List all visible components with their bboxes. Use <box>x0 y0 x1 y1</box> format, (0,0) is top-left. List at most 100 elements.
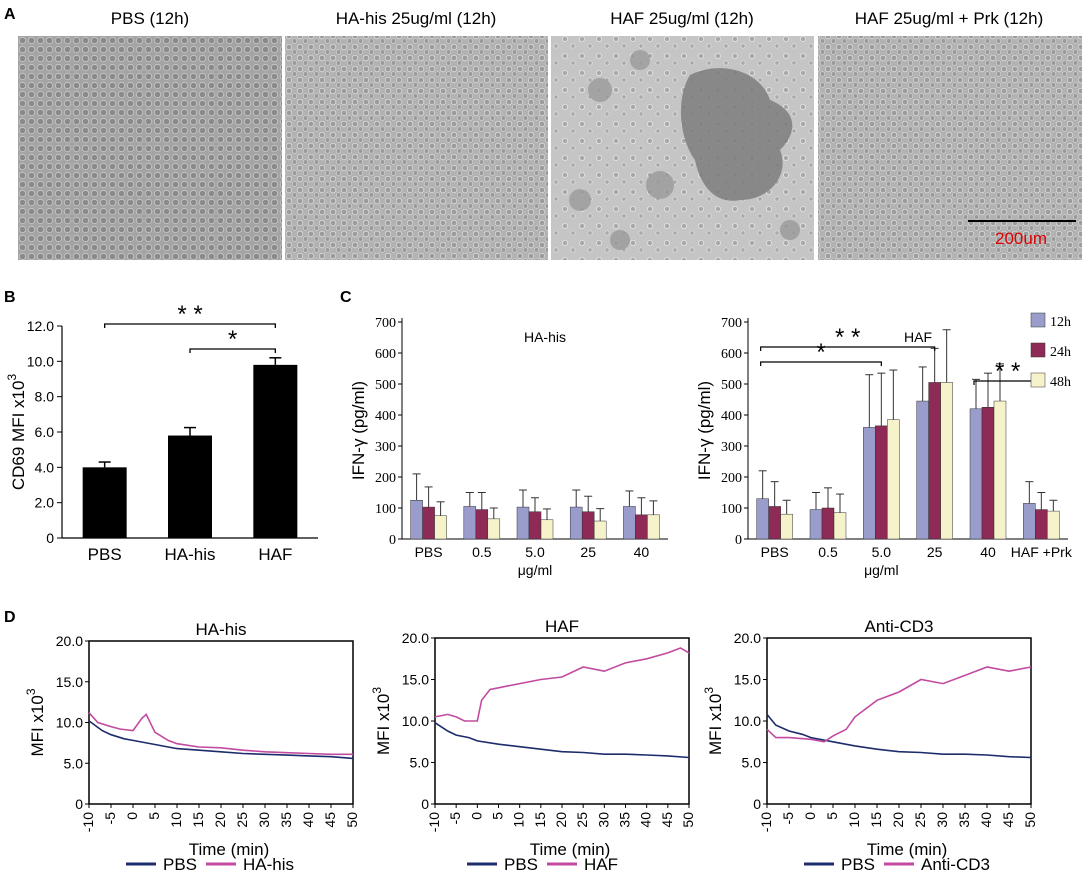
c2-x-tick-label: 5.0 <box>872 544 892 560</box>
c2-y-axis-label: IFN-γ (pg/ml) <box>695 381 714 480</box>
d3-plot-frame <box>766 637 1032 805</box>
b-y-tick-label: 0 <box>46 530 54 546</box>
d2-x-tick-label: 50 <box>680 812 696 828</box>
b-y-tick-label: 12.0 <box>27 318 54 334</box>
d1-series-pbs <box>88 720 354 760</box>
d3-legend-label-pbs: PBS <box>841 855 875 874</box>
d2-y-axis-label: MFI x103 <box>370 687 393 755</box>
d2-x-tick-label: 20 <box>553 812 569 828</box>
d2-x-tick-label: 45 <box>659 812 675 828</box>
d1-y-tick-label: 20.0 <box>56 633 83 649</box>
c2-bar-12h <box>756 498 769 540</box>
c2-y-tick-label: 400 <box>721 409 742 424</box>
d2-y-tick-label: 15.0 <box>402 672 429 688</box>
c2-bar-48h <box>940 382 953 540</box>
b-significance-bracket <box>189 348 276 353</box>
b-significance-mark: * * <box>177 301 202 328</box>
b-bar-haf <box>253 364 298 538</box>
c1-bar-48h <box>434 515 447 540</box>
d3-x-tick-label: 5 <box>824 812 840 820</box>
micrograph-title-haf-prk: HAF 25ug/ml + Prk (12h) <box>855 9 1044 28</box>
c2-bar-12h <box>809 509 823 540</box>
c2-bar-12h <box>969 408 983 540</box>
d1-x-tick-label: 0 <box>124 812 140 820</box>
d3-y-tick-label: 10.0 <box>734 713 761 729</box>
d2-y-tick-label: 20.0 <box>402 630 429 646</box>
c1-bar-48h <box>540 519 554 540</box>
c2-bar-48h <box>780 513 793 540</box>
c2-bar-24h <box>928 382 941 540</box>
d3-x-tick-label: 30 <box>934 812 950 828</box>
micrograph-haf <box>551 36 814 260</box>
c2-y-tick-label: 0 <box>735 533 742 548</box>
d2-y-tick-label: 5.0 <box>410 755 430 771</box>
micrograph-ha-his <box>285 36 548 260</box>
d2-x-tick-label: 25 <box>574 812 590 828</box>
d1-x-tick-label: 45 <box>322 812 338 828</box>
d1-x-tick-label: 20 <box>212 812 228 828</box>
c2-y-tick-label: 500 <box>721 378 742 393</box>
c1-y-axis-label: IFN-γ (pg/ml) <box>349 381 368 480</box>
c2-significance-mark: * <box>816 339 825 366</box>
d1-x-axis-label: Time (min) <box>189 840 270 859</box>
c2-x-axis-label: μg/ml <box>864 562 899 578</box>
d2-x-tick-label: 5 <box>490 812 506 820</box>
c1-bar-48h <box>593 520 607 540</box>
d3-x-tick-label: 50 <box>1022 812 1038 828</box>
c1-bar-24h <box>581 511 595 540</box>
d1-series-ha-his <box>88 712 353 756</box>
chart-c-legend: 12h 24h 48h <box>1030 312 1071 390</box>
c1-y-tick-label: 100 <box>375 502 396 517</box>
d3-x-tick-label: -10 <box>758 812 774 832</box>
d3-title: Anti-CD3 <box>865 617 934 636</box>
c2-title: HAF <box>904 329 932 345</box>
d2-series-haf <box>434 647 690 722</box>
c2-bar-48h <box>833 512 847 540</box>
b-x-tick-label: HA-his <box>164 545 215 564</box>
c2-bar-12h <box>916 400 929 540</box>
d2-y-tick-label: 0 <box>421 796 429 812</box>
c1-y-tick-label: 400 <box>375 409 396 424</box>
c1-y-tick-label: 300 <box>375 440 396 455</box>
c2-significance-bracket <box>760 346 936 351</box>
c1-bar-12h <box>569 506 583 540</box>
c2-bar-48h <box>887 419 900 540</box>
panel-letter-b: B <box>4 289 16 306</box>
c2-bar-12h <box>863 427 876 540</box>
b-bar-ha-his <box>168 435 212 538</box>
d1-x-tick-label: 50 <box>344 812 360 828</box>
c1-bar-48h <box>647 514 660 540</box>
d3-y-tick-label: 0 <box>753 796 761 812</box>
d3-x-tick-label: 20 <box>890 812 906 828</box>
c-legend-label-24h: 24h <box>1050 345 1071 360</box>
c1-title: HA-his <box>524 329 566 345</box>
d1-x-tick-label: -10 <box>80 812 96 832</box>
micrograph-title-ha-his: HA-his 25ug/ml (12h) <box>336 9 497 28</box>
d1-x-tick-label: -5 <box>102 812 118 825</box>
c1-x-tick-label: 0.5 <box>472 544 492 560</box>
c2-significance-mark: * * <box>835 324 860 351</box>
b-significance-mark: * <box>228 326 237 353</box>
c1-x-tick-label: 5.0 <box>525 544 545 560</box>
c2-y-tick-label: 700 <box>721 316 742 331</box>
d1-title: HA-his <box>195 620 246 639</box>
d2-x-tick-label: 15 <box>532 812 548 828</box>
d1-x-tick-label: 10 <box>168 812 184 828</box>
d3-x-tick-label: 0 <box>802 812 818 820</box>
b-y-tick-label: 8.0 <box>35 389 55 405</box>
d3-x-tick-label: 10 <box>846 812 862 828</box>
c2-x-tick-label: PBS <box>761 544 789 560</box>
d1-x-tick-label: 40 <box>300 812 316 828</box>
d3-y-tick-label: 5.0 <box>742 755 762 771</box>
c1-bar-12h <box>516 506 530 540</box>
micrograph-title-pbs: PBS (12h) <box>111 9 189 28</box>
b-y-tick-label: 4.0 <box>35 459 55 475</box>
c2-bar-12h <box>1023 503 1036 540</box>
d2-x-axis-label: Time (min) <box>530 840 611 859</box>
b-x-tick-label: HAF <box>258 545 292 564</box>
c1-x-axis-label: μg/ml <box>518 562 553 578</box>
c1-x-tick-label: 25 <box>580 544 596 560</box>
d3-x-axis-label: Time (min) <box>867 840 948 859</box>
